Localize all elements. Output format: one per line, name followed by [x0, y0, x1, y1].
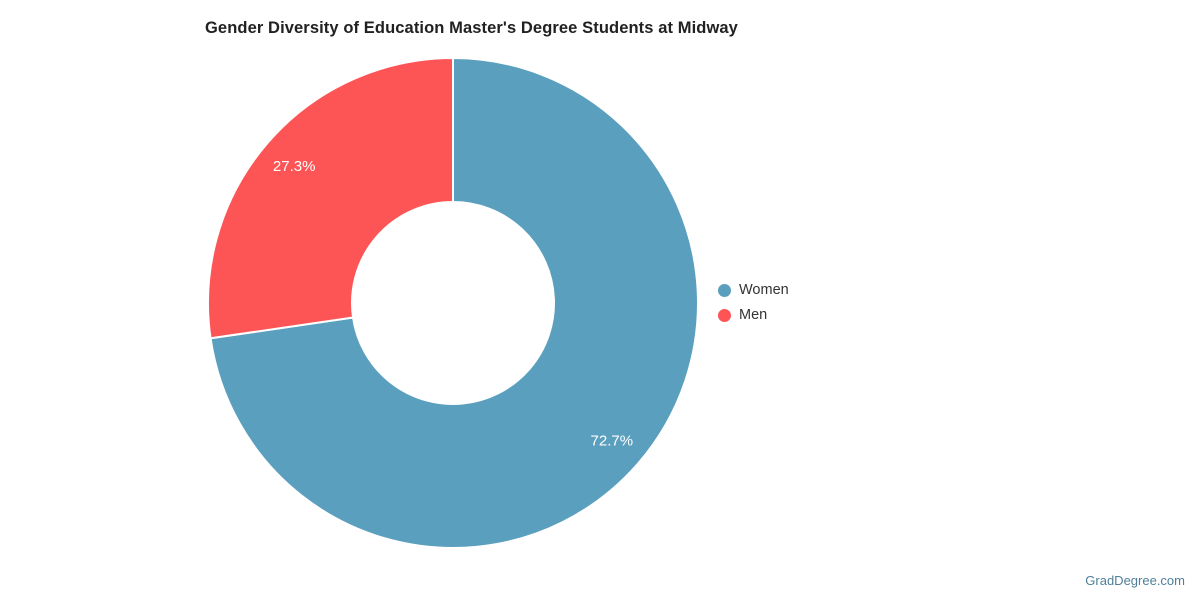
chart-title: Gender Diversity of Education Master's D… [205, 19, 738, 37]
watermark: GradDegree.com [1085, 573, 1185, 588]
slice-label-women: 72.7% [591, 433, 634, 450]
pie-slice-women[interactable] [209, 57, 699, 549]
chart-legend: Women Men [718, 278, 789, 328]
legend-item-men[interactable]: Men [718, 303, 789, 328]
legend-marker-women-icon [718, 284, 731, 297]
legend-marker-men-icon [718, 309, 731, 322]
legend-label-men: Men [739, 307, 768, 324]
slice-label-men: 27.3% [273, 158, 316, 175]
legend-item-women[interactable]: Women [718, 278, 789, 303]
pie-slice-men[interactable] [207, 57, 454, 340]
legend-label-women: Women [739, 282, 789, 299]
